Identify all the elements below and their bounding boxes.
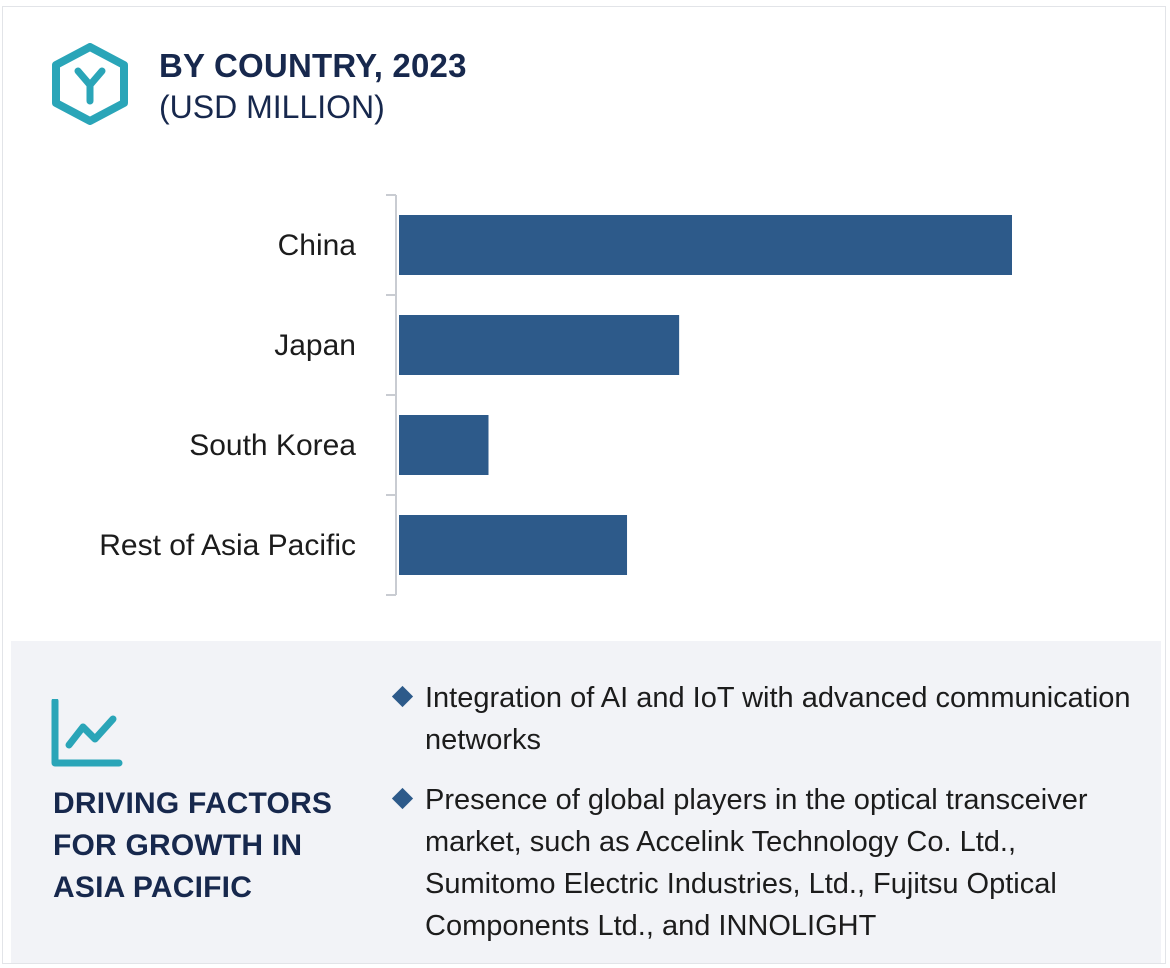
chart-title: BY COUNTRY, 2023 [159,47,467,84]
trend-line-icon [51,699,123,767]
bar [399,315,680,375]
diamond-bullet-icon [391,685,414,708]
category-label: Rest of Asia Pacific [99,529,356,562]
chart-subtitle: (USD MILLION) [159,89,385,125]
factor-bullet-list: Integration of AI and IoT with advanced … [391,677,1151,965]
driving-factors-heading: DRIVING FACTORS FOR GROWTH IN ASIA PACIF… [53,783,353,909]
factor-bullet: Presence of global players in the optica… [391,779,1151,947]
infographic-card: BY COUNTRY, 2023 (USD MILLION) China Japa… [2,6,1166,964]
factor-text: Integration of AI and IoT with advanced … [425,682,1131,756]
bar [399,515,628,575]
heading-line: DRIVING FACTORS [53,787,333,820]
category-label: South Korea [189,429,356,462]
heading-line: FOR GROWTH IN [53,829,303,862]
bar [399,415,489,475]
category-label: Japan [274,329,356,362]
bar-chart: China Japan South Korea Rest of Asia Pacifi… [99,194,1012,596]
diamond-bullet-icon [391,787,414,810]
factor-bullet: Integration of AI and IoT with advanced … [391,677,1151,761]
factor-text: Presence of global players in the optica… [425,784,1088,942]
hexagon-y-logo-icon [52,43,128,125]
driving-factors-panel: DRIVING FACTORS FOR GROWTH IN ASIA PACIF… [11,641,1161,963]
category-label: China [278,229,357,262]
heading-line: ASIA PACIFIC [53,871,253,904]
bar [399,215,1012,275]
